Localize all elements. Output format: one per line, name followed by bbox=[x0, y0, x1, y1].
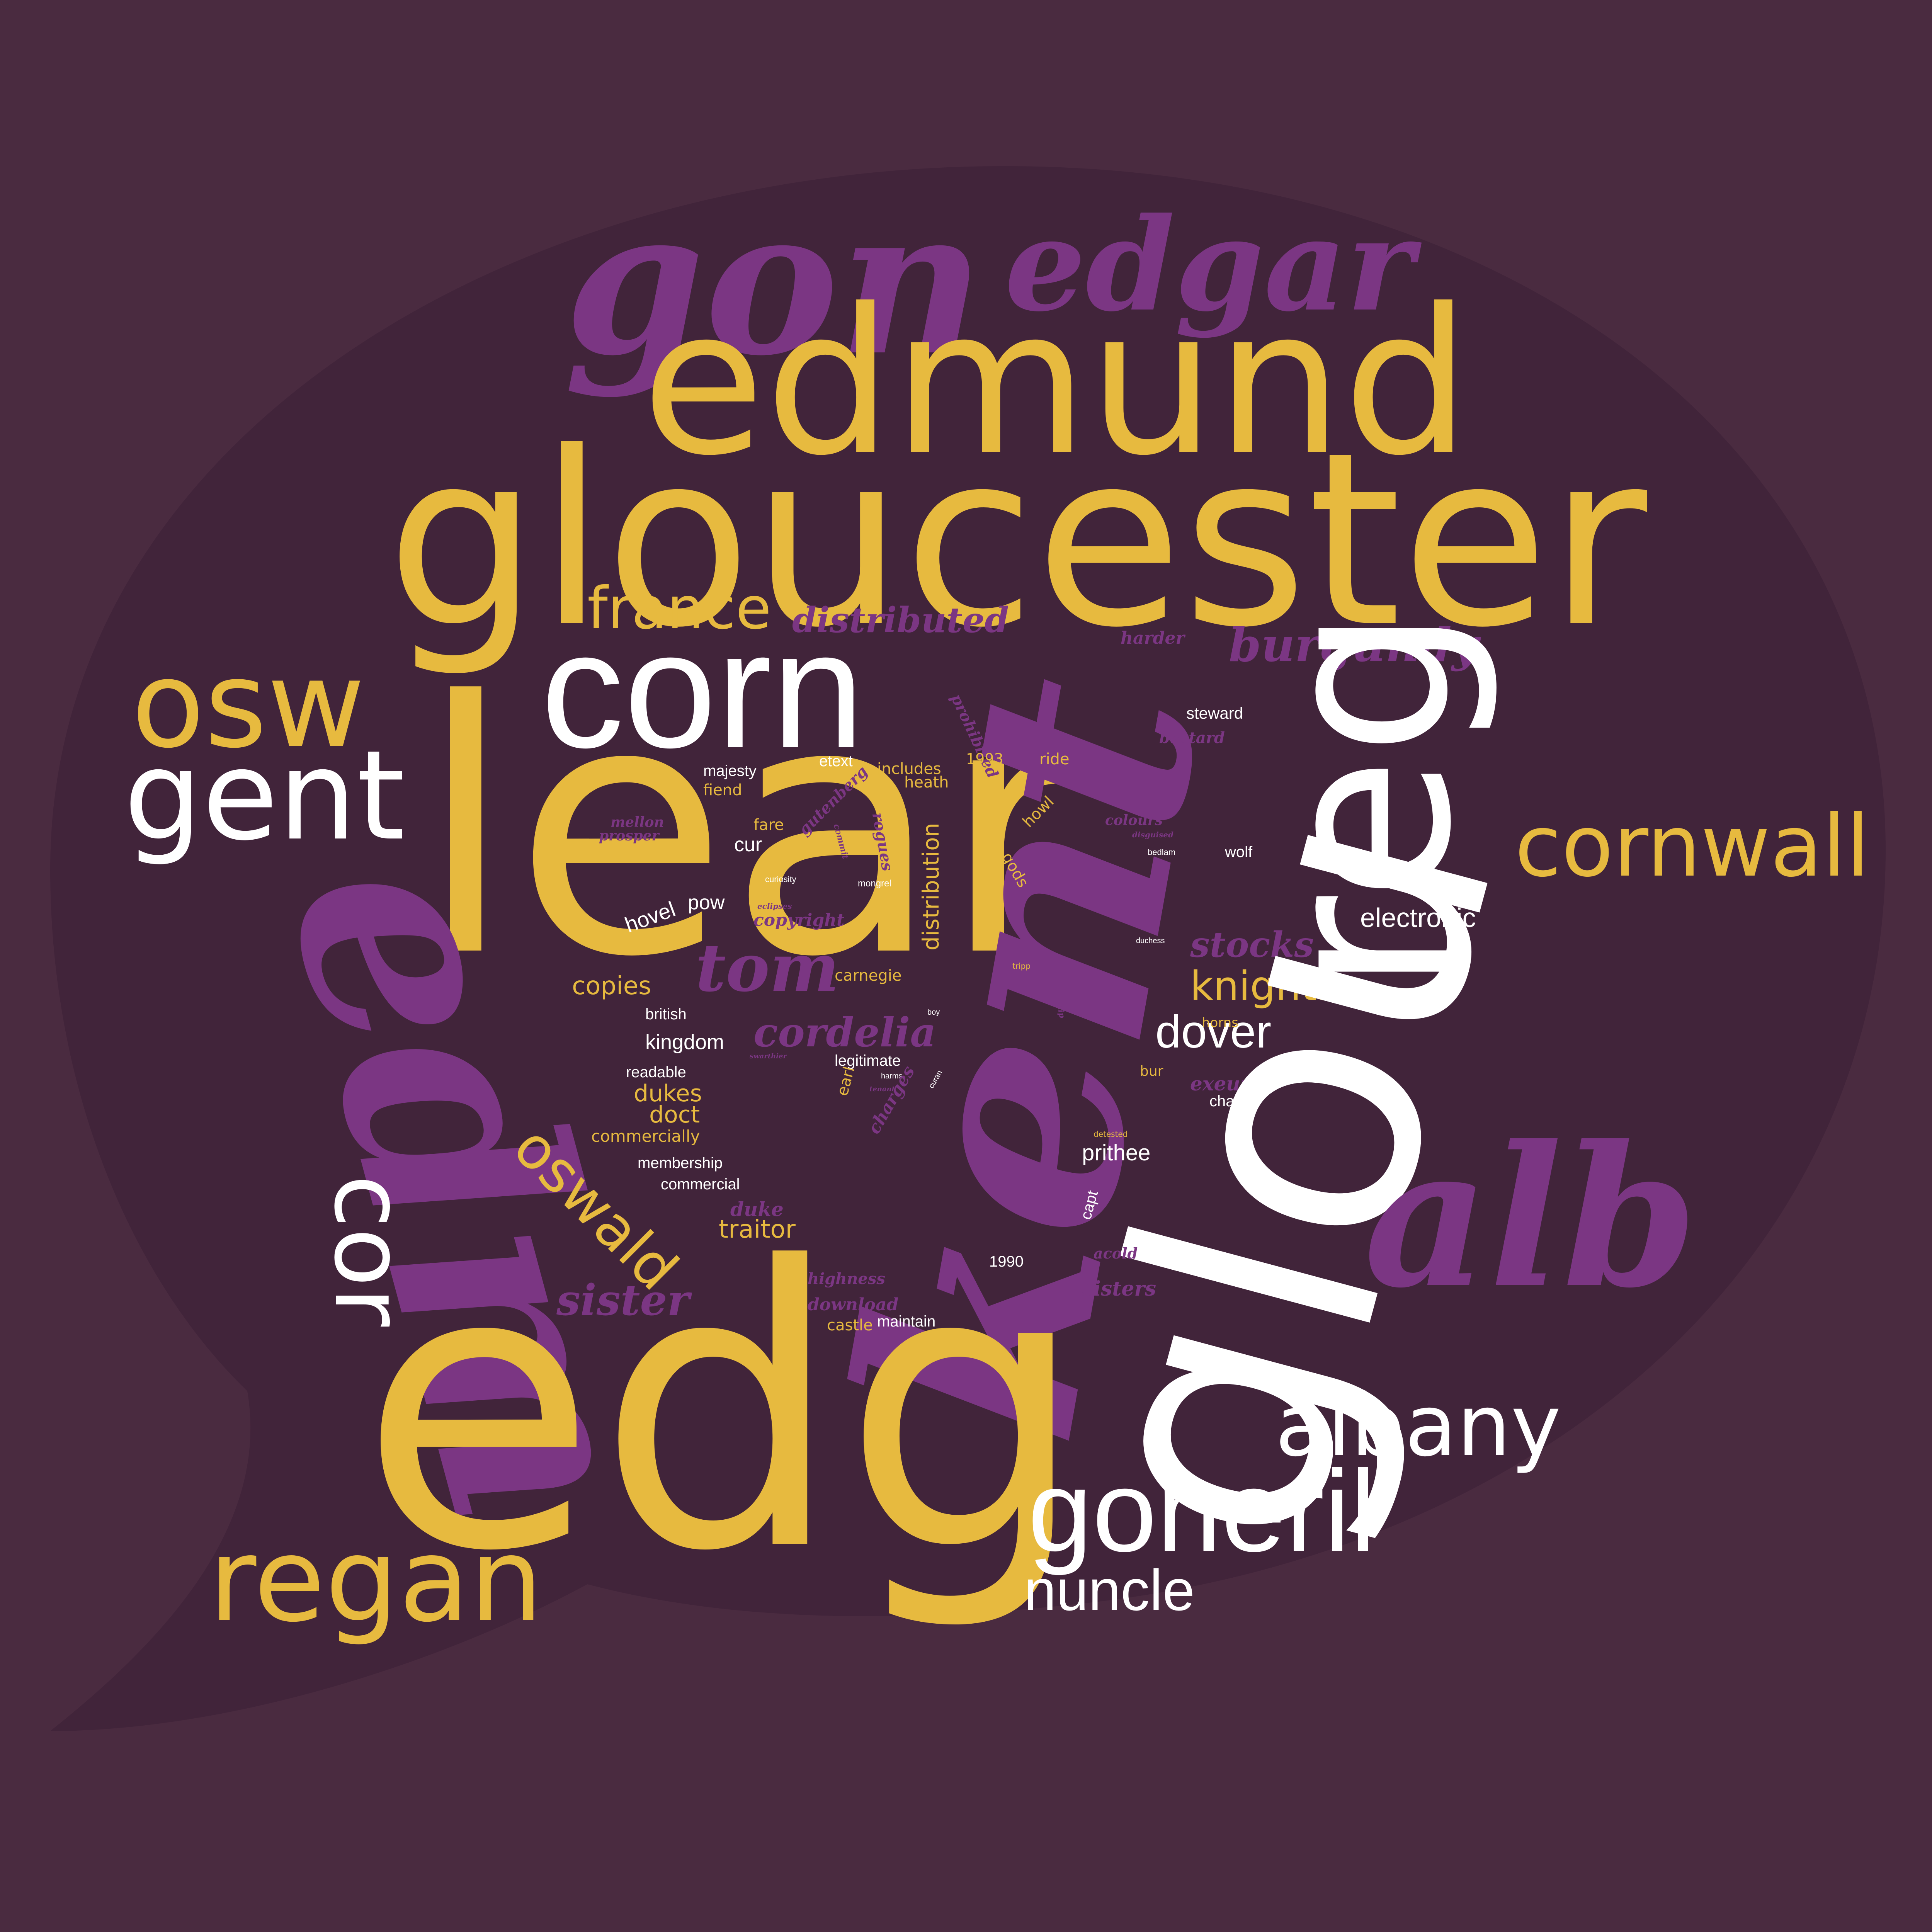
word-alb: alb bbox=[1364, 1104, 1698, 1330]
word-france: france bbox=[587, 575, 772, 642]
word-wolf: wolf bbox=[1225, 844, 1253, 861]
word-colours: colours bbox=[1105, 812, 1163, 828]
word-duchess: duchess bbox=[1136, 937, 1165, 945]
word-british: british bbox=[645, 1006, 687, 1023]
word-regan: regan bbox=[209, 1513, 543, 1648]
word-copyright: copyright bbox=[753, 910, 845, 930]
word-steward: steward bbox=[1186, 704, 1243, 722]
word-stocks: stocks bbox=[1190, 924, 1314, 965]
word-disguised: disguised bbox=[1132, 830, 1173, 839]
word-albany: albany bbox=[1275, 1376, 1561, 1475]
word-bur: bur bbox=[1140, 1063, 1163, 1079]
word-mongrel: mongrel bbox=[858, 878, 891, 889]
word-maintain: maintain bbox=[877, 1313, 936, 1330]
word-download: download bbox=[808, 1295, 899, 1315]
word-1990: 1990 bbox=[989, 1253, 1024, 1270]
word-dover: dover bbox=[1155, 1006, 1272, 1058]
word-sisters: sisters bbox=[1082, 1277, 1156, 1301]
word-edmund: edmund bbox=[641, 265, 1471, 500]
word-edg: edg bbox=[359, 1185, 1088, 1635]
word-corn: corn bbox=[541, 597, 864, 782]
word-nuncle: nuncle bbox=[1024, 1558, 1195, 1622]
word-ride: ride bbox=[1039, 750, 1070, 768]
word-charg: charg bbox=[1209, 1093, 1248, 1110]
word-includes: includes bbox=[877, 760, 941, 778]
word-electronic: electronic bbox=[1360, 903, 1476, 933]
word-etext: etext bbox=[819, 753, 853, 770]
word-mellon: mellon bbox=[611, 814, 664, 830]
word-boy: boy bbox=[927, 1008, 940, 1017]
word-cordelia: cordelia bbox=[753, 1009, 936, 1056]
word-heath: heath bbox=[904, 774, 949, 791]
word-commercially: commercially bbox=[591, 1127, 700, 1146]
word-gloucester: gloucester bbox=[386, 401, 1647, 680]
word-copies: copies bbox=[572, 972, 651, 1000]
word-fare: fare bbox=[753, 816, 784, 834]
word-distribution: distribution bbox=[918, 823, 944, 951]
word-osw: osw bbox=[131, 635, 365, 775]
word-harder: harder bbox=[1121, 628, 1185, 648]
word-edgar: edgar bbox=[1005, 190, 1414, 340]
word-duke: duke bbox=[730, 1198, 784, 1221]
word-horns: horns bbox=[1202, 1015, 1238, 1031]
word-traitor: traitor bbox=[719, 1215, 796, 1244]
word-prosper: prosper bbox=[599, 828, 659, 844]
word-dukes: dukes bbox=[634, 1080, 702, 1107]
word-kingdom: kingdom bbox=[645, 1031, 724, 1054]
word-readable: readable bbox=[626, 1064, 686, 1081]
word-eclipses: eclipses bbox=[757, 901, 792, 911]
word-fiend: fiend bbox=[703, 781, 742, 799]
word-detested: detested bbox=[1094, 1129, 1128, 1139]
word-bedlam: bedlam bbox=[1148, 847, 1176, 857]
word-lear: lear bbox=[417, 628, 1084, 1033]
word-gent: gent bbox=[124, 724, 405, 868]
word-tenant: tenant bbox=[869, 1085, 895, 1093]
word-cornwall: cornwall bbox=[1515, 797, 1870, 896]
word-membership: membership bbox=[638, 1155, 723, 1172]
word-swarthier: swarthier bbox=[750, 1052, 787, 1060]
word-1993: 1993 bbox=[966, 750, 1003, 767]
word-exeunt: exeunt bbox=[1190, 1072, 1264, 1095]
word-tripp: tripp bbox=[1012, 961, 1031, 971]
word-bastard: bastard bbox=[1159, 729, 1225, 747]
word-goneril: goneril bbox=[1028, 1446, 1376, 1576]
word-doct: doct bbox=[649, 1101, 700, 1128]
word-castle: castle bbox=[827, 1316, 873, 1334]
word-sister: sister bbox=[556, 1275, 690, 1325]
word-majesty: majesty bbox=[703, 762, 757, 779]
word-tom: tom bbox=[696, 929, 839, 1007]
word-legitimate: legitimate bbox=[835, 1052, 901, 1069]
word-prithee: prithee bbox=[1082, 1140, 1151, 1165]
word-acold: acold bbox=[1094, 1245, 1138, 1262]
word-gon: gon bbox=[564, 164, 985, 400]
word-knights: knights bbox=[1190, 963, 1338, 1010]
word-pow: pow bbox=[688, 891, 725, 914]
word-harms: harms bbox=[881, 1072, 903, 1080]
word-burgundy: burgundy bbox=[1229, 618, 1479, 672]
word-distributed: distributed bbox=[792, 600, 1009, 641]
word-highness: highness bbox=[808, 1270, 885, 1288]
word-cur: cur bbox=[734, 833, 762, 856]
word-carnegie: carnegie bbox=[835, 967, 902, 985]
word-commercial: commercial bbox=[661, 1176, 740, 1193]
word-curiosity: curiosity bbox=[765, 874, 796, 884]
